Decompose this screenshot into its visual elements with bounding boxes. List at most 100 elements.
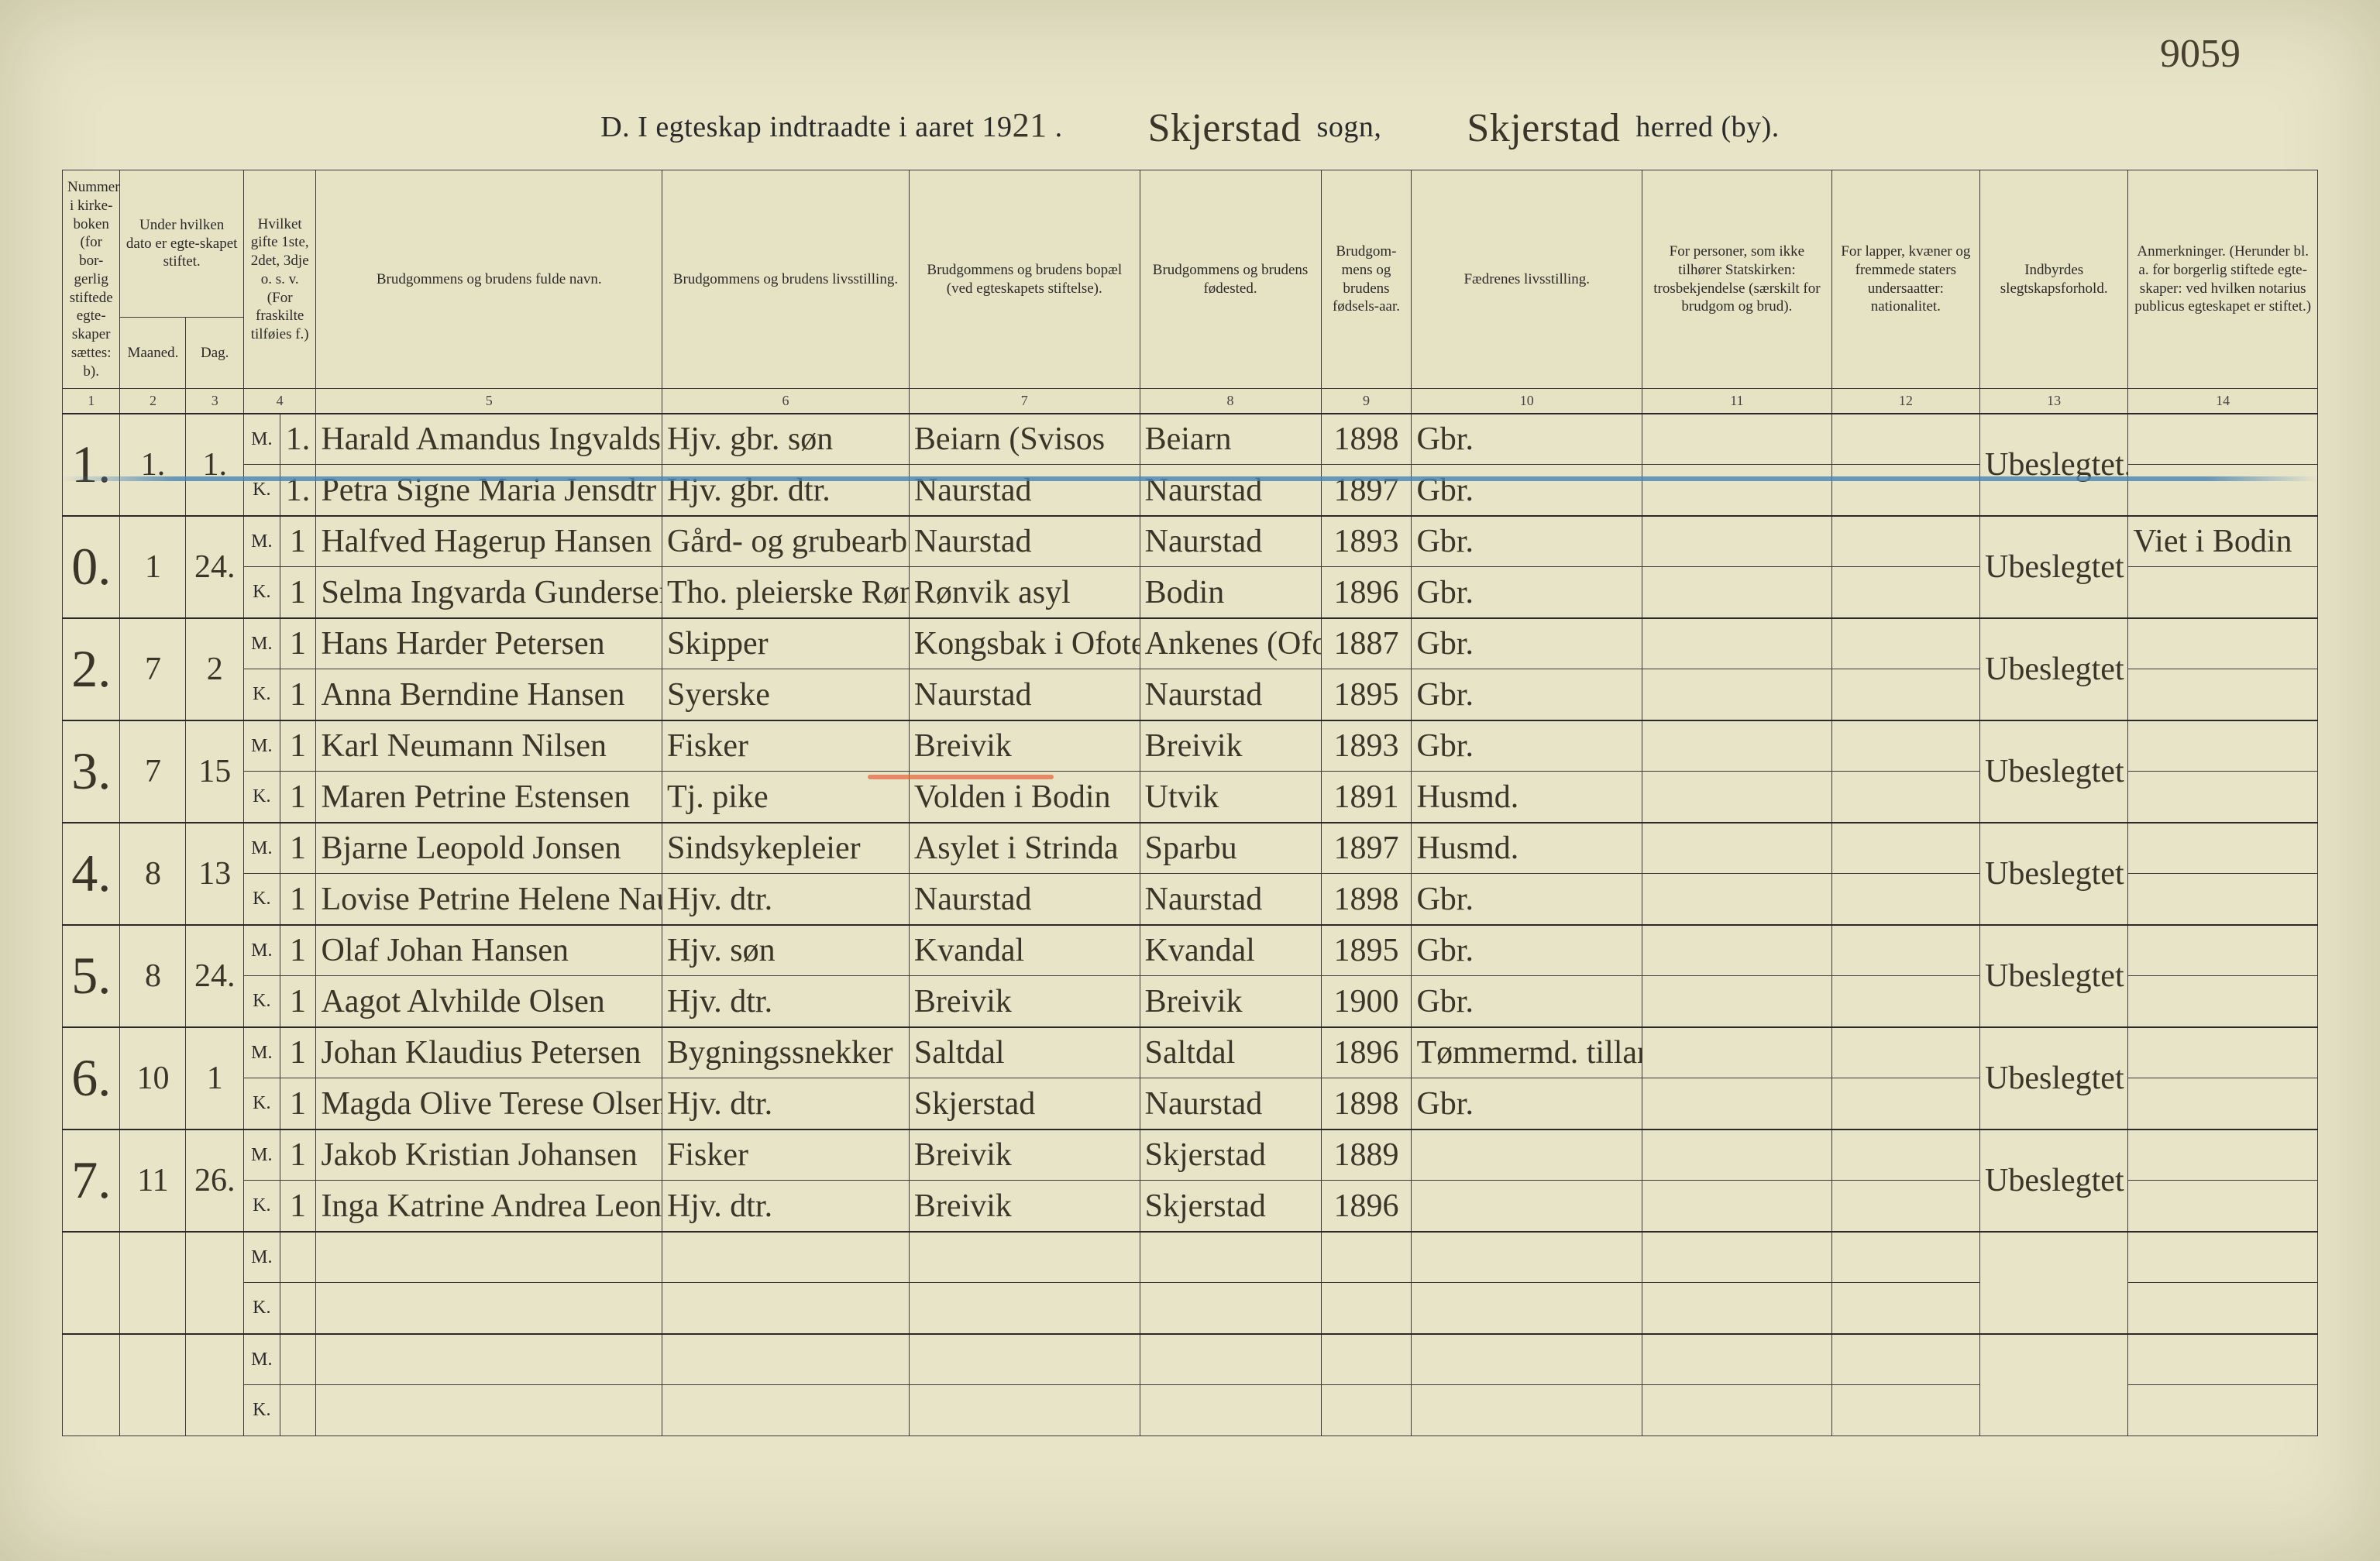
- slegtskap: Ubeslegtet.: [1980, 414, 2128, 516]
- full-name: Olaf Johan Hansen: [316, 925, 662, 976]
- faedre: [1412, 1283, 1642, 1334]
- fodselsaar: 1897: [1321, 823, 1412, 874]
- fodested: Kvandal: [1140, 925, 1321, 976]
- mk-label: M.: [243, 1027, 280, 1078]
- slegtskap: Ubeslegtet: [1980, 618, 2128, 720]
- fodselsaar: [1321, 1385, 1412, 1436]
- full-name: Jakob Kristian Johansen: [316, 1129, 662, 1181]
- register-page: 9059 D. I egteskap indtraadte i aaret 19…: [0, 0, 2380, 1561]
- entry-number: 5.: [63, 925, 120, 1027]
- header-col-9: Brudgom-mens og brudens fødsels-aar.: [1321, 170, 1412, 389]
- faedre: Gbr.: [1412, 414, 1642, 465]
- fodested: Beiarn: [1140, 414, 1321, 465]
- trosbekjendelse: [1642, 976, 1832, 1027]
- nationalitet: [1831, 1027, 1979, 1078]
- fodselsaar: 1887: [1321, 618, 1412, 669]
- gifte: [280, 1385, 316, 1436]
- full-name: Petra Signe Maria Jensdtr: [316, 465, 662, 516]
- faedre: Gbr.: [1412, 516, 1642, 567]
- fodested: Naurstad: [1140, 874, 1321, 925]
- sogn-name: Skjerstad: [1140, 105, 1309, 151]
- colnum-12: 12: [1831, 389, 1979, 414]
- faedre: Gbr.: [1412, 1078, 1642, 1129]
- anmerkninger: [2128, 1334, 2318, 1385]
- nationalitet: [1831, 618, 1979, 669]
- entry-month: [120, 1232, 186, 1334]
- bopel: Kvandal: [909, 925, 1140, 976]
- entry-day: 1.: [186, 414, 243, 516]
- fodselsaar: [1321, 1334, 1412, 1385]
- anmerkninger: [2128, 618, 2318, 669]
- header-col-7: Brudgommens og brudens bopæl (ved egtesk…: [909, 170, 1140, 389]
- trosbekjendelse: [1642, 1181, 1832, 1232]
- anmerkninger: [2128, 1232, 2318, 1283]
- livsstilling: [662, 1232, 909, 1283]
- bopel: Rønvik asyl: [909, 567, 1140, 618]
- gifte: 1.: [280, 414, 316, 465]
- faedre: [1412, 1129, 1642, 1181]
- livsstilling: Bygningssnekker: [662, 1027, 909, 1078]
- anmerkninger: Viet i Bodin: [2128, 516, 2318, 567]
- bopel: Saltdal: [909, 1027, 1140, 1078]
- livsstilling: Hjv. dtr.: [662, 1078, 909, 1129]
- anmerkninger: [2128, 1181, 2318, 1232]
- colnum-4: 4: [243, 389, 316, 414]
- trosbekjendelse: [1642, 874, 1832, 925]
- entry-number: [63, 1334, 120, 1436]
- table-row: K.1Selma Ingvarda GundersenTho. pleiersk…: [63, 567, 2318, 618]
- entry-day: 24.: [186, 925, 243, 1027]
- faedre: Tømmermd. tilland: [1412, 1027, 1642, 1078]
- fodested: Naurstad: [1140, 1078, 1321, 1129]
- gifte: 1: [280, 925, 316, 976]
- fodested: Ankenes (Ofoten): [1140, 618, 1321, 669]
- trosbekjendelse: [1642, 1129, 1832, 1181]
- faedre: [1412, 1232, 1642, 1283]
- colnum-1: 1: [63, 389, 120, 414]
- faedre: Gbr.: [1412, 618, 1642, 669]
- page-title: D. I egteskap indtraadte i aaret 1921 . …: [62, 101, 2318, 146]
- table-row: 5.824.M.1Olaf Johan HansenHjv. sønKvanda…: [63, 925, 2318, 976]
- table-row: K.: [63, 1385, 2318, 1436]
- header-col-1: Nummer i kirke-boken (for bor-gerlig sti…: [63, 170, 120, 389]
- gifte: [280, 1283, 316, 1334]
- fodested: [1140, 1385, 1321, 1436]
- header-col-2a: Maaned.: [120, 318, 186, 389]
- fodested: Naurstad: [1140, 669, 1321, 720]
- mk-label: M.: [243, 1129, 280, 1181]
- gifte: 1: [280, 516, 316, 567]
- full-name: [316, 1232, 662, 1283]
- entry-number: [63, 1232, 120, 1334]
- anmerkninger: [2128, 1078, 2318, 1129]
- nationalitet: [1831, 516, 1979, 567]
- nationalitet: [1831, 465, 1979, 516]
- mk-label: K.: [243, 772, 280, 823]
- entry-month: 10: [120, 1027, 186, 1129]
- table-row: M.: [63, 1232, 2318, 1283]
- faedre: Husmd.: [1412, 823, 1642, 874]
- entry-number: 0.: [63, 516, 120, 618]
- fodselsaar: 1900: [1321, 976, 1412, 1027]
- nationalitet: [1831, 1232, 1979, 1283]
- fodselsaar: [1321, 1232, 1412, 1283]
- entry-number: 4.: [63, 823, 120, 925]
- entry-day: [186, 1232, 243, 1334]
- fodested: Skjerstad: [1140, 1129, 1321, 1181]
- livsstilling: Hjv. dtr.: [662, 874, 909, 925]
- entry-day: 1: [186, 1027, 243, 1129]
- mk-label: K.: [243, 874, 280, 925]
- slegtskap: Ubeslegtet: [1980, 516, 2128, 618]
- mk-label: M.: [243, 925, 280, 976]
- entry-day: 15: [186, 720, 243, 823]
- trosbekjendelse: [1642, 772, 1832, 823]
- header-col-2-top: Under hvilken dato er egte-skapet stifte…: [120, 170, 243, 318]
- herred-name: Skjerstad: [1459, 105, 1628, 151]
- colnum-13: 13: [1980, 389, 2128, 414]
- bopel: Breivik: [909, 976, 1140, 1027]
- entry-number: 6.: [63, 1027, 120, 1129]
- table-row: 1.1.1.M.1.Harald Amandus IngvaldsenHjv. …: [63, 414, 2318, 465]
- fodested: Breivik: [1140, 976, 1321, 1027]
- nationalitet: [1831, 567, 1979, 618]
- full-name: Lovise Petrine Helene Naurstad: [316, 874, 662, 925]
- gifte: 1: [280, 1129, 316, 1181]
- table-row: M.: [63, 1334, 2318, 1385]
